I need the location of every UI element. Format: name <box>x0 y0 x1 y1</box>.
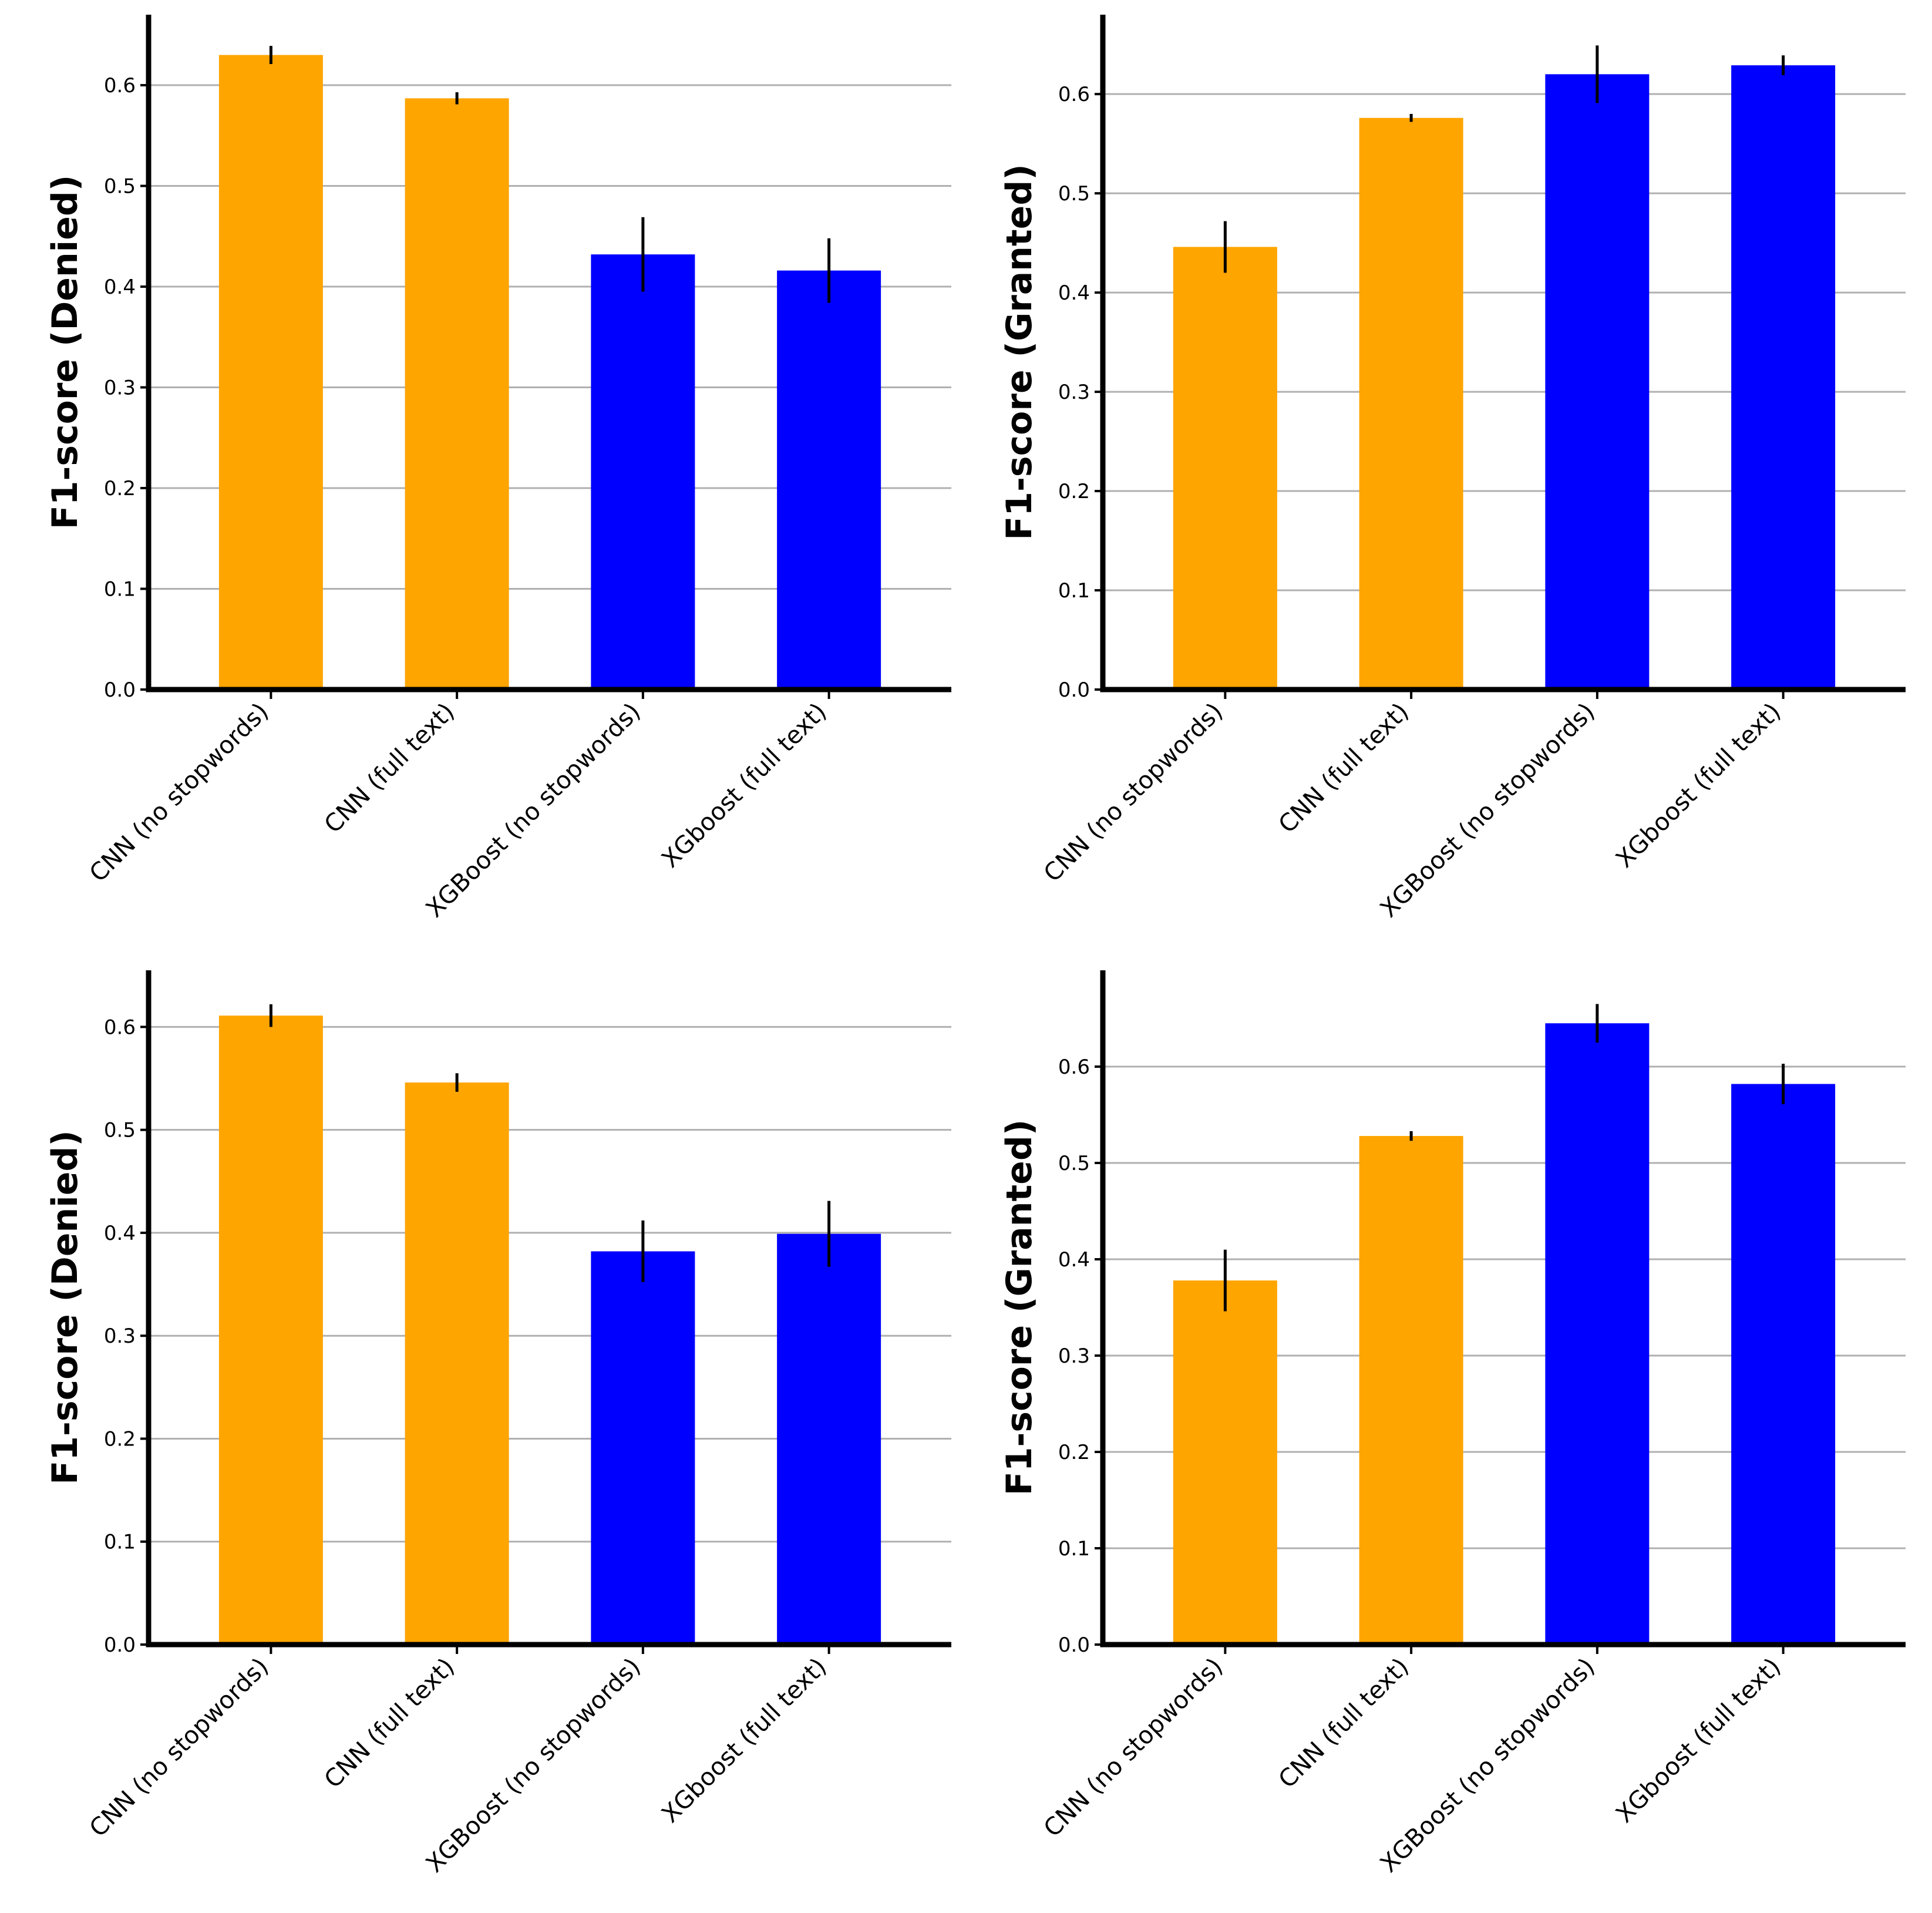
ytick-label-1: 0.1 <box>1058 579 1090 603</box>
bar-0 <box>1173 1280 1277 1645</box>
ytick-label-6: 0.6 <box>104 1016 136 1039</box>
ytick-label-2: 0.2 <box>104 1427 136 1451</box>
ytick-label-3: 0.3 <box>1058 381 1090 404</box>
ytick-label-1: 0.1 <box>1058 1537 1090 1561</box>
bar-0 <box>218 55 323 690</box>
bar-2 <box>1545 1023 1650 1645</box>
chart-bottom-left: 0.0 0.1 0.2 0.3 0.4 0.5 0.6 CNN (no stopwords) C… <box>45 970 951 1878</box>
ytick-label-3: 0.3 <box>104 1324 136 1348</box>
bar-3 <box>1731 65 1836 690</box>
xtick-label-1: CNN (full text) <box>1273 697 1415 839</box>
ytick-label-1: 0.1 <box>104 1531 136 1554</box>
ytick-label-4: 0.4 <box>1058 281 1090 305</box>
bar-0 <box>1173 247 1277 690</box>
bar-2 <box>591 254 695 690</box>
xtick-label-3: XGboost (full text) <box>656 1652 832 1828</box>
bar-3 <box>1731 1084 1836 1645</box>
xtick-label-0: CNN (no stopwords) <box>84 697 274 887</box>
bar-0 <box>218 1016 323 1645</box>
bar-3 <box>777 1233 881 1645</box>
ytick-label-3: 0.3 <box>104 376 136 400</box>
chart-top-right: 0.0 0.1 0.2 0.3 0.4 0.5 0.6 CNN (no stopwords) C… <box>999 15 1906 923</box>
ytick-label-5: 0.5 <box>1058 182 1090 206</box>
ytick-label-5: 0.5 <box>1058 1152 1090 1175</box>
xtick-label-3: XGboost (full text) <box>1610 1652 1786 1828</box>
ytick-label-4: 0.4 <box>1058 1248 1090 1272</box>
xtick-label-1: CNN (full text) <box>319 1652 460 1794</box>
y-axis-label: F1-score (Denied) <box>45 175 86 530</box>
xtick-label-0: CNN (no stopwords) <box>1038 1652 1228 1843</box>
ytick-label-5: 0.5 <box>104 175 136 199</box>
ytick-label-1: 0.1 <box>104 578 136 601</box>
bar-1 <box>405 1082 509 1645</box>
chart-bottom-right: 0.0 0.1 0.2 0.3 0.4 0.5 0.6 CNN (no stopwords) C… <box>999 970 1906 1878</box>
y-axis-label: F1-score (Granted) <box>999 1119 1040 1496</box>
xtick-label-1: CNN (full text) <box>319 697 460 839</box>
bar-1 <box>1359 1136 1463 1645</box>
ytick-label-3: 0.3 <box>1058 1344 1090 1368</box>
bar-2 <box>1545 74 1650 690</box>
ytick-label-6: 0.6 <box>1058 83 1090 106</box>
ytick-label-2: 0.2 <box>1058 480 1090 503</box>
ytick-label-6: 0.6 <box>1058 1055 1090 1079</box>
y-axis-label: F1-score (Denied) <box>45 1130 86 1485</box>
xtick-label-3: XGboost (full text) <box>1610 697 1786 873</box>
xtick-label-0: CNN (no stopwords) <box>84 1652 274 1843</box>
xtick-label-1: CNN (full text) <box>1273 1652 1415 1794</box>
ytick-label-0: 0.0 <box>104 1633 136 1657</box>
xtick-label-0: CNN (no stopwords) <box>1038 697 1228 887</box>
bar-1 <box>405 98 509 690</box>
ytick-label-4: 0.4 <box>104 1222 136 1245</box>
y-axis-label: F1-score (Granted) <box>999 164 1040 540</box>
xtick-label-2: XGBoost (no stopwords) <box>420 1652 646 1878</box>
chart-top-left: 0.0 0.1 0.2 0.3 0.4 0.5 0.6 CNN (no stopwords) C… <box>45 15 951 923</box>
ytick-label-0: 0.0 <box>1058 678 1090 702</box>
bar-1 <box>1359 117 1463 690</box>
xtick-label-3: XGboost (full text) <box>656 697 832 873</box>
ytick-label-5: 0.5 <box>104 1119 136 1142</box>
bar-3 <box>777 270 881 690</box>
ytick-label-2: 0.2 <box>104 477 136 500</box>
ytick-label-0: 0.0 <box>1058 1633 1090 1657</box>
ytick-label-4: 0.4 <box>104 275 136 299</box>
ytick-label-6: 0.6 <box>104 74 136 98</box>
bar-2 <box>591 1251 695 1645</box>
ytick-label-0: 0.0 <box>104 678 136 702</box>
xtick-label-2: XGBoost (no stopwords) <box>420 697 646 923</box>
xtick-label-2: XGBoost (no stopwords) <box>1375 1652 1600 1878</box>
ytick-label-2: 0.2 <box>1058 1441 1090 1464</box>
xtick-label-2: XGBoost (no stopwords) <box>1375 697 1600 923</box>
